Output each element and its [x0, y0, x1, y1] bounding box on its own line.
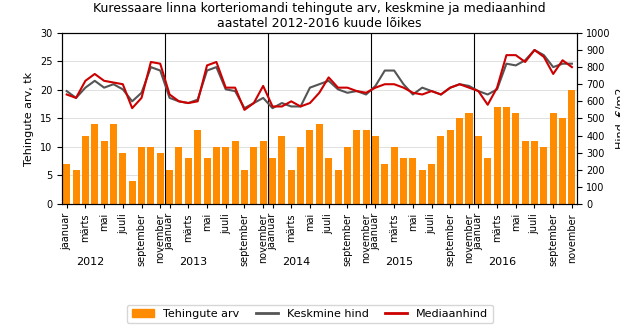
- Bar: [306, 130, 314, 204]
- Bar: [494, 107, 500, 204]
- Bar: [541, 147, 547, 204]
- Bar: [278, 136, 285, 204]
- Bar: [521, 141, 529, 204]
- Bar: [475, 136, 482, 204]
- Bar: [363, 130, 370, 204]
- Bar: [335, 170, 342, 204]
- Bar: [194, 130, 201, 204]
- Text: 2013: 2013: [179, 257, 207, 267]
- Bar: [316, 124, 323, 204]
- Bar: [381, 164, 388, 204]
- Bar: [269, 158, 276, 204]
- Bar: [203, 158, 211, 204]
- Bar: [185, 158, 192, 204]
- Bar: [129, 181, 136, 204]
- Bar: [100, 141, 108, 204]
- Bar: [241, 170, 248, 204]
- Bar: [512, 113, 520, 204]
- Bar: [456, 118, 463, 204]
- Bar: [503, 107, 510, 204]
- Bar: [63, 164, 70, 204]
- Bar: [372, 136, 379, 204]
- Y-axis label: Tehingute arv, tk: Tehingute arv, tk: [24, 71, 34, 165]
- Bar: [166, 170, 173, 204]
- Bar: [559, 118, 566, 204]
- Bar: [447, 130, 454, 204]
- Bar: [250, 147, 257, 204]
- Bar: [344, 147, 351, 204]
- Bar: [222, 147, 229, 204]
- Text: 2015: 2015: [385, 257, 413, 267]
- Bar: [353, 130, 360, 204]
- Bar: [138, 147, 145, 204]
- Bar: [418, 170, 426, 204]
- Bar: [232, 141, 239, 204]
- Bar: [325, 158, 332, 204]
- Text: 2014: 2014: [281, 257, 310, 267]
- Bar: [428, 164, 435, 204]
- Bar: [409, 158, 417, 204]
- Bar: [531, 141, 538, 204]
- Bar: [550, 113, 557, 204]
- Text: 2012: 2012: [76, 257, 104, 267]
- Bar: [119, 153, 126, 204]
- Title: Kuressaare linna korteriomandi tehingute arv, keskmine ja mediaanhind
aastatel 2: Kuressaare linna korteriomandi tehingute…: [93, 2, 546, 30]
- Y-axis label: Hind, €/m2: Hind, €/m2: [616, 88, 620, 149]
- Bar: [400, 158, 407, 204]
- Bar: [466, 113, 472, 204]
- Bar: [569, 90, 575, 204]
- Text: 2016: 2016: [488, 257, 516, 267]
- Bar: [175, 147, 182, 204]
- Bar: [148, 147, 154, 204]
- Bar: [82, 136, 89, 204]
- Bar: [260, 141, 267, 204]
- Bar: [438, 136, 445, 204]
- Bar: [73, 170, 79, 204]
- Bar: [288, 170, 294, 204]
- Bar: [157, 153, 164, 204]
- Bar: [110, 124, 117, 204]
- Legend: Tehingute arv, Keskmine hind, Mediaanhind: Tehingute arv, Keskmine hind, Mediaanhin…: [127, 305, 493, 323]
- Bar: [484, 158, 491, 204]
- Bar: [213, 147, 220, 204]
- Bar: [391, 147, 397, 204]
- Bar: [297, 147, 304, 204]
- Bar: [91, 124, 98, 204]
